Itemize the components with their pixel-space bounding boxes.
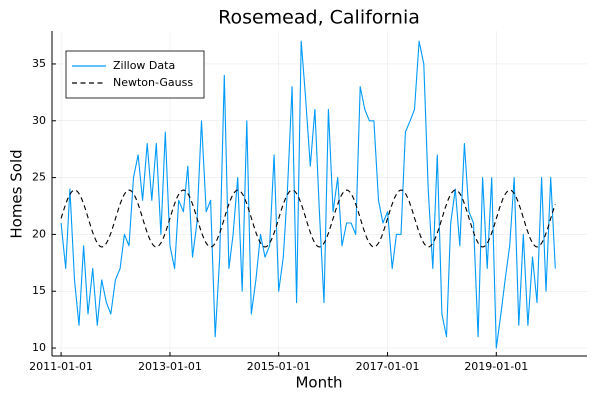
x-ticks: 2011-01-01 2013-01-01 2015-01-01 2017-01-01… bbox=[29, 352, 528, 373]
x-tick-label: 2019-01-01 bbox=[464, 360, 528, 373]
y-tick-label: 35 bbox=[32, 57, 46, 70]
legend-box bbox=[65, 50, 205, 99]
legend-label-zillow-data: Zillow Data bbox=[113, 59, 175, 72]
y-tick-label: 20 bbox=[32, 227, 46, 240]
x-tick-label: 2015-01-01 bbox=[247, 360, 311, 373]
series-line-newton-gauss bbox=[60, 189, 556, 248]
legend-label-newton-gauss: Newton-Gauss bbox=[113, 76, 193, 89]
legend: Zillow Data Newton-Gauss bbox=[65, 50, 205, 99]
x-axis-label: Month bbox=[295, 374, 342, 392]
y-tick-label: 15 bbox=[32, 284, 46, 297]
y-axis-label: Homes Sold bbox=[8, 149, 26, 238]
y-ticks: 10 15 20 25 30 35 bbox=[32, 57, 56, 354]
x-tick-label: 2013-01-01 bbox=[138, 360, 202, 373]
x-tick-label: 2011-01-01 bbox=[29, 360, 93, 373]
y-tick-label: 10 bbox=[32, 341, 46, 354]
y-tick-label: 30 bbox=[32, 114, 46, 127]
chart-title: Rosemead, California bbox=[218, 7, 420, 29]
x-tick-label: 2017-01-01 bbox=[356, 360, 420, 373]
series-line-zillow-data bbox=[60, 40, 556, 349]
y-tick-label: 25 bbox=[32, 171, 46, 184]
series-lines bbox=[60, 40, 556, 349]
